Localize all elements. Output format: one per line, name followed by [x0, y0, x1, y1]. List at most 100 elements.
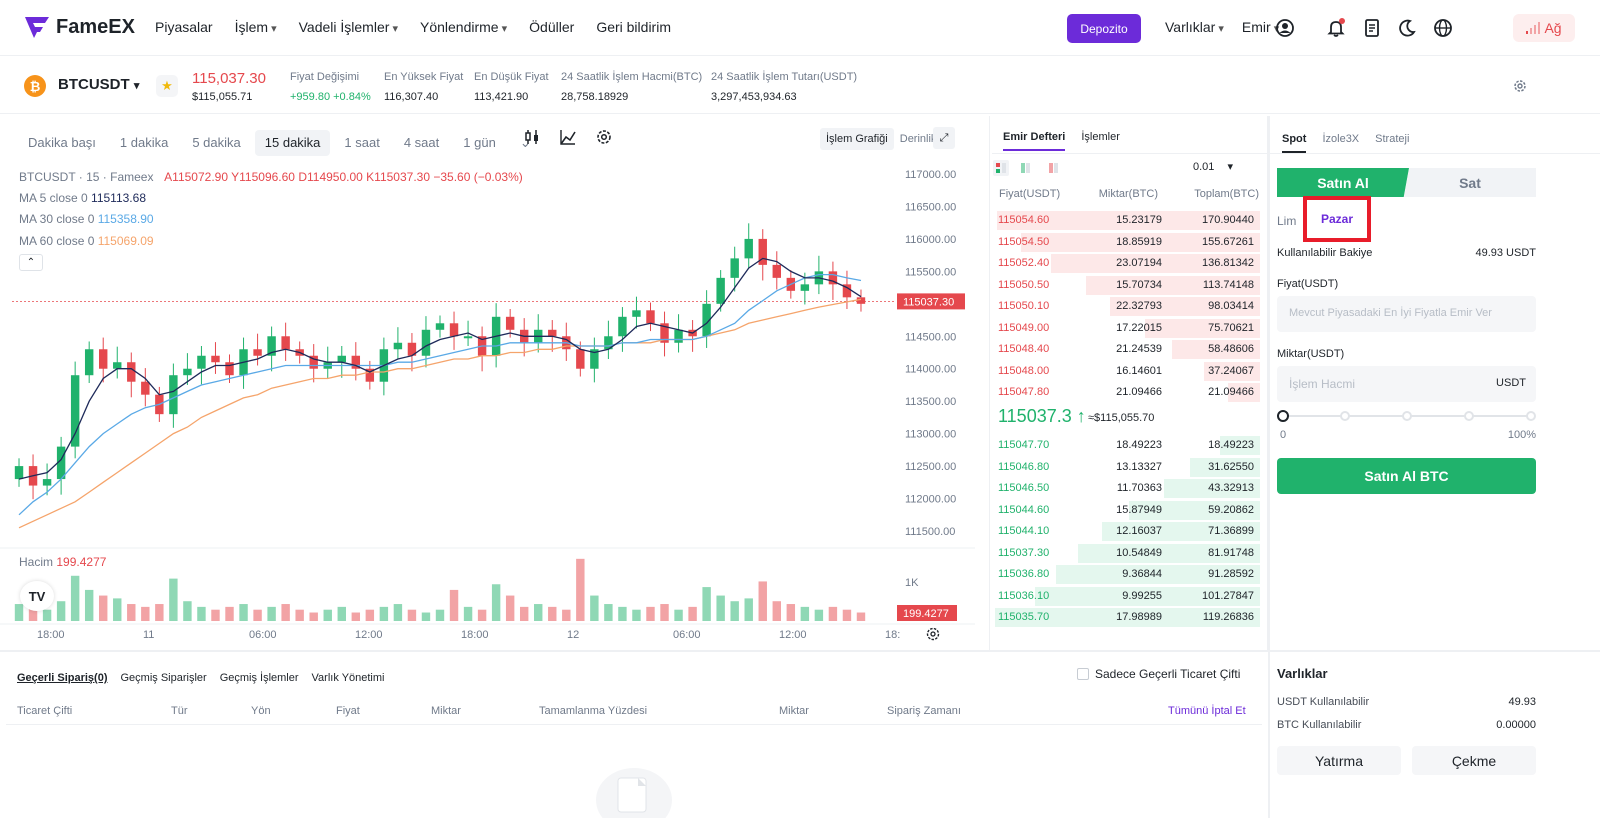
tab-strategy[interactable]: Strateji — [1375, 133, 1410, 145]
symbol-selector[interactable]: BTCUSDT ▾ — [58, 76, 140, 93]
volume-bar — [674, 609, 683, 621]
tab-trade-history[interactable]: Geçmiş İşlemler — [219, 672, 299, 684]
tab-isolated[interactable]: İzole3X — [1322, 133, 1360, 145]
fullscreen-expand-icon[interactable]: ⤢ — [933, 127, 955, 149]
ask-row[interactable]: 115050.50 15.70734 113.74148 — [992, 275, 1260, 296]
slider-step[interactable] — [1340, 411, 1350, 421]
buy-btc-button[interactable]: Satın Al BTC — [1277, 458, 1536, 494]
nav-futures[interactable]: Vadeli İşlemler — [299, 19, 398, 35]
nav-feedback[interactable]: Geri bildirim — [596, 19, 671, 35]
precision-selector[interactable]: 0.01 ▾ — [1193, 161, 1234, 173]
tab-order-book[interactable]: Emir Defteri — [1003, 131, 1066, 151]
ask-row[interactable]: 115047.80 21.09466 21.09466 — [992, 382, 1260, 403]
checkbox-box[interactable] — [1077, 668, 1089, 680]
bid-row[interactable]: 115046.80 13.13327 31.62550 — [992, 457, 1260, 478]
ask-row[interactable]: 115050.10 22.32793 98.03414 — [992, 296, 1260, 317]
volume-bar — [99, 595, 108, 621]
candle-body — [70, 375, 80, 447]
buy-tab-button[interactable]: Satın Al — [1277, 168, 1409, 197]
network-status-button[interactable]: Ağ — [1513, 14, 1575, 42]
slider-handle[interactable] — [1277, 410, 1289, 422]
nav-orders[interactable]: Emir — [1242, 19, 1279, 35]
settings-gear-icon[interactable] — [1512, 78, 1528, 94]
tab-current-orders[interactable]: Geçerli Sipariş(0) — [17, 672, 108, 684]
timeframe-1d[interactable]: 1 gün — [463, 135, 496, 150]
only-current-pair-checkbox[interactable]: Sadece Geçerli Ticaret Çifti — [1077, 667, 1240, 681]
row-price: 115037.30 — [998, 546, 1050, 559]
indicators-icon[interactable] — [559, 128, 577, 146]
slider-step[interactable] — [1402, 411, 1412, 421]
row-amount: 17.22015 — [1116, 321, 1162, 334]
nav-trade[interactable]: İşlem — [235, 19, 277, 35]
ask-row[interactable]: 115048.00 16.14601 37.24067 — [992, 361, 1260, 382]
collapse-legend-chevron-icon[interactable]: ⌃ — [19, 254, 43, 271]
depth-bar — [1145, 318, 1260, 338]
row-total: 71.36899 — [1208, 525, 1254, 537]
timeframe-15m[interactable]: 15 dakika — [254, 130, 331, 156]
order-type-market[interactable]: Pazar — [1320, 212, 1354, 226]
order-history-icon[interactable] — [1362, 18, 1382, 38]
order-type-market-highlight[interactable]: Pazar — [1303, 196, 1371, 242]
slider-step[interactable] — [1526, 411, 1536, 421]
bid-row[interactable]: 115044.10 12.16037 71.36899 — [992, 521, 1260, 542]
nav-assets[interactable]: Varlıklar — [1165, 19, 1224, 35]
candle-body — [197, 355, 206, 369]
language-globe-icon[interactable] — [1433, 18, 1453, 38]
tab-trading-chart[interactable]: İşlem Grafiği — [820, 128, 894, 150]
timeframe-5m[interactable]: 5 dakika — [192, 135, 241, 150]
bid-row[interactable]: 115036.10 9.99255 101.27847 — [992, 586, 1260, 607]
bid-row[interactable]: 115046.50 11.70363 43.32913 — [992, 478, 1260, 499]
price-chart[interactable]: 117000.00 116500.00 116000.00 115500.00 1150… — [0, 116, 990, 650]
bid-row[interactable]: 115036.80 9.36844 91.28592 — [992, 564, 1260, 585]
nav-markets[interactable]: Piyasalar — [155, 19, 213, 35]
price-input[interactable]: Mevcut Piyasadaki En İyi Fiyatla Emir Ve… — [1277, 296, 1536, 332]
dark-mode-moon-icon[interactable] — [1397, 18, 1417, 38]
tab-order-history[interactable]: Geçmiş Siparişler — [120, 672, 207, 684]
tab-depth[interactable]: Derinlik — [899, 133, 937, 145]
row-total: 155.67261 — [1202, 235, 1254, 248]
row-price: 115044.10 — [998, 525, 1050, 537]
withdraw-asset-button[interactable]: Çekme — [1412, 746, 1536, 775]
ask-row[interactable]: 115049.00 17.22015 75.70621 — [992, 318, 1260, 339]
ask-row[interactable]: 115048.40 21.24539 58.48606 — [992, 339, 1260, 360]
nav-copy-trade[interactable]: Yönlendirme — [420, 19, 507, 35]
deposit-button[interactable]: Depozito — [1067, 14, 1141, 43]
notification-bell-icon[interactable] — [1326, 18, 1346, 38]
amount-slider[interactable] — [1277, 408, 1539, 424]
book-view-toggle-icons[interactable] — [992, 158, 1072, 178]
timeframe-1h[interactable]: 1 saat — [344, 135, 380, 150]
cancel-all-link[interactable]: Tümünü İptal Et — [1168, 705, 1246, 717]
sell-tab-button[interactable]: Sat — [1404, 168, 1536, 197]
ask-row[interactable]: 115054.60 15.23179 170.90440 — [992, 210, 1260, 231]
timeframe-tick[interactable]: Dakika başı — [28, 135, 96, 150]
timeframe-more-chevron-icon[interactable]: ⌄ — [519, 135, 531, 150]
tab-spot[interactable]: Spot — [1282, 133, 1307, 153]
nav-rewards[interactable]: Ödüller — [529, 19, 575, 35]
tradingview-logo-icon[interactable]: TV — [20, 581, 54, 611]
candlestick-type-icon[interactable] — [523, 128, 541, 146]
row-amount: 15.70734 — [1116, 278, 1162, 291]
row-total: 75.70621 — [1208, 321, 1254, 334]
candle-body — [211, 355, 220, 363]
slider-step[interactable] — [1464, 411, 1474, 421]
tab-asset-management[interactable]: Varlık Yönetimi — [311, 672, 385, 684]
ask-row[interactable]: 115054.50 18.85919 155.67261 — [992, 232, 1260, 253]
chart-settings-gear-icon[interactable] — [595, 128, 613, 146]
user-icon[interactable] — [1275, 18, 1295, 38]
brand-logo[interactable]: FameEX — [24, 14, 135, 40]
ask-row[interactable]: 115052.40 23.07194 136.81342 — [992, 253, 1260, 274]
deposit-asset-button[interactable]: Yatırma — [1277, 746, 1401, 775]
chart-reset-gear-icon[interactable] — [925, 626, 941, 642]
top-navbar: FameEX Piyasalar İşlem Vadeli İşlemler Y… — [0, 0, 1600, 56]
tab-trades[interactable]: İşlemler — [1081, 131, 1120, 143]
favorite-star-icon[interactable]: ★ — [156, 75, 178, 97]
timeframe-4h[interactable]: 4 saat — [403, 135, 440, 150]
bid-row[interactable]: 115037.30 10.54849 81.91748 — [992, 543, 1260, 564]
order-type-limit[interactable]: Lim — [1277, 214, 1297, 228]
amount-input[interactable]: İşlem Hacmi USDT — [1277, 366, 1536, 402]
timeframe-1m[interactable]: 1 dakika — [119, 135, 169, 150]
candle-body — [351, 355, 361, 369]
bid-row[interactable]: 115044.60 15.87949 59.20862 — [992, 500, 1260, 521]
bid-row[interactable]: 115035.70 17.98989 119.26836 — [992, 607, 1260, 628]
bid-row[interactable]: 115047.70 18.49223 18.49223 — [992, 435, 1260, 456]
